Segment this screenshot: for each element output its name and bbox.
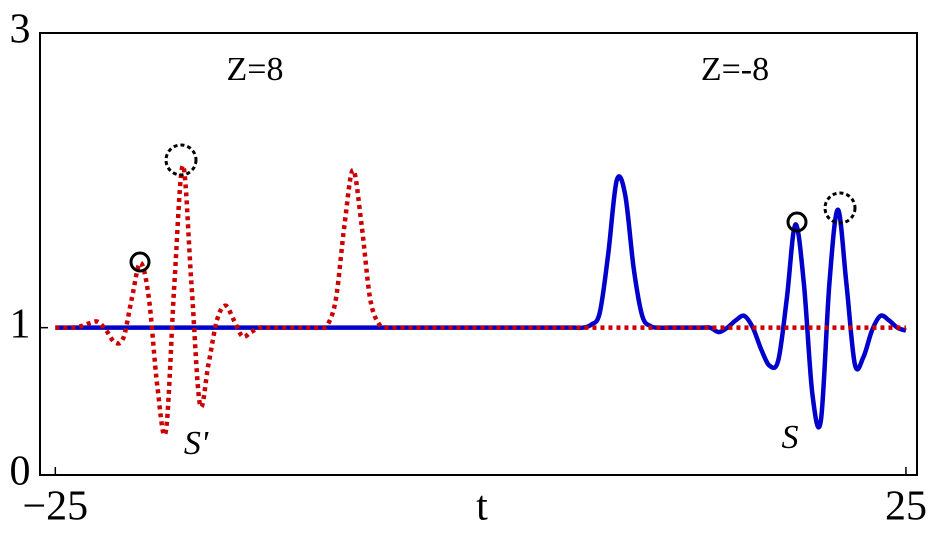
peak-markers	[129, 143, 857, 273]
y-tick-label: 1	[10, 301, 31, 347]
peak-marker	[129, 251, 151, 273]
annotation: S	[782, 419, 799, 456]
y-tick-label: 3	[10, 7, 31, 53]
annotation: S'	[184, 425, 209, 462]
annotation: Z=8	[227, 51, 284, 88]
plot-area	[55, 163, 907, 437]
x-tick-label: −25	[22, 484, 88, 530]
peak-marker	[823, 191, 857, 225]
plot-frame	[39, 32, 918, 476]
x-tick-label: 25	[885, 484, 927, 530]
annotation: Z=-8	[701, 51, 769, 88]
series-line	[55, 174, 907, 430]
x-axis-label: t	[476, 484, 488, 530]
y-tick-label: 0	[10, 449, 31, 495]
peak-marker	[164, 143, 198, 177]
peak-marker	[786, 211, 808, 233]
series-line	[55, 163, 906, 437]
